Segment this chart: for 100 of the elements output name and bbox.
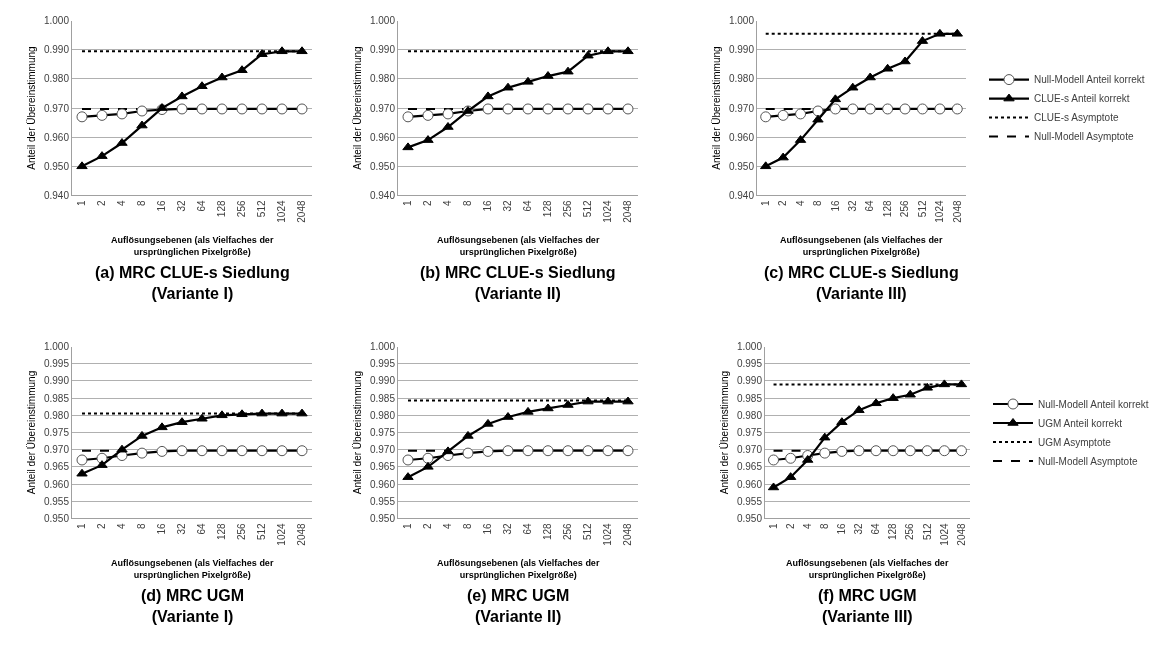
y-tick-label: 0.950 (43, 512, 70, 524)
point (482, 418, 494, 427)
x-axis-title: Auflösungsebenen (als Vielfaches der ursprünglichen Pixelgröße) (786, 558, 949, 580)
point (136, 120, 148, 129)
point (934, 28, 946, 37)
x-tick-label: 2048 (951, 200, 963, 223)
y-tick-label: 0.980 (43, 73, 70, 85)
y-tick-label: 0.980 (43, 409, 70, 421)
y-tick-label: 0.965 (369, 461, 396, 473)
x-tick-label: 8 (462, 200, 474, 207)
y-tick-label: 1.000 (369, 15, 396, 27)
x-tick-label: 128 (216, 200, 228, 218)
x-tick-label: 128 (881, 200, 893, 218)
x-axis-title: Auflösungsebenen (als Vielfaches der ursprünglichen Pixelgröße) (437, 235, 600, 257)
y-tick-label: 0.950 (369, 512, 396, 524)
y-tick-label: 0.960 (369, 131, 396, 143)
x-tick-label: 1 (767, 522, 779, 529)
x-tick-label: 1024 (276, 200, 288, 223)
x-tick-label: 1024 (276, 522, 288, 546)
y-tick-label: 0.960 (728, 131, 755, 143)
point (502, 82, 514, 91)
y-tick-label: 0.980 (369, 409, 396, 421)
point (196, 413, 208, 422)
point (870, 398, 882, 407)
y-tick-label: 0.980 (369, 73, 396, 85)
point (522, 406, 534, 415)
x-tick-label: 256 (562, 522, 574, 541)
x-tick-label: 64 (196, 200, 208, 212)
x-tick-label: 256 (899, 200, 911, 218)
point (216, 72, 228, 81)
y-tick-label: 0.955 (43, 495, 70, 507)
y-tick-label: 0.965 (43, 461, 70, 473)
y-tick-label: 0.990 (736, 375, 763, 387)
point (76, 161, 88, 170)
x-tick-label: 128 (216, 522, 228, 541)
x-tick-label: 1 (402, 200, 414, 207)
y-tick-label: 0.960 (369, 478, 396, 490)
text: (d) MRC UGM (Variante I) (141, 587, 245, 625)
x-tick-label: 4 (794, 200, 806, 207)
y-tick-label: 0.940 (728, 189, 755, 201)
x-tick-label: 32 (502, 200, 514, 212)
y-tick-label: 0.970 (728, 102, 755, 114)
x-tick-label: 1 (76, 522, 88, 529)
point (847, 82, 859, 91)
point (216, 410, 228, 419)
x-tick-label: 512 (921, 522, 933, 541)
y-tick-label: 0.990 (728, 44, 755, 56)
point (812, 114, 824, 123)
x-tick-label: 256 (562, 200, 574, 218)
y-axis-title: Anteil der Übereinstimmung (25, 370, 37, 495)
x-tick-label: 512 (916, 200, 928, 218)
x-tick-label: 4 (801, 522, 813, 529)
point (582, 396, 594, 405)
x-tick-label: 1 (759, 200, 771, 207)
y-tick-label: 1.000 (728, 15, 755, 27)
point (76, 468, 88, 477)
x-tick-label: 64 (522, 200, 534, 212)
y-tick-label: 0.970 (43, 102, 70, 114)
x-tick-label: 2048 (296, 200, 308, 223)
x-axis-title: Auflösungsebenen (als Vielfaches der ursprünglichen Pixelgröße) (111, 235, 274, 257)
point (562, 66, 574, 75)
y-tick-label: 0.985 (736, 392, 763, 404)
text: (f) MRC UGM (Variante III) (818, 587, 917, 625)
point (256, 408, 268, 417)
x-tick-label: 2048 (622, 522, 634, 546)
point (402, 142, 414, 151)
x-tick-label: 2 (777, 200, 789, 207)
x-tick-label: 2 (422, 522, 434, 529)
text: (c) MRC CLUE-s Siedlung (Variante III) (764, 264, 959, 302)
point (442, 446, 454, 455)
y-tick-label: 0.985 (369, 392, 396, 404)
point (899, 56, 911, 65)
x-tick-label: 32 (176, 200, 188, 212)
x-tick-label: 128 (542, 200, 554, 218)
legend-label: Null-Modell Anteil korrekt (1038, 398, 1149, 410)
legend-label: CLUE-s Asymptote (1034, 112, 1119, 124)
x-tick-label: 32 (502, 522, 514, 535)
x-tick-label: 128 (887, 522, 899, 541)
y-axis-title: Anteil der Übereinstimmung (710, 46, 722, 170)
point (116, 444, 128, 453)
point (921, 382, 933, 391)
x-tick-label: 2 (422, 200, 434, 207)
x-tick-label: 2 (96, 200, 108, 207)
x-tick-label: 64 (870, 522, 882, 535)
x-tick-label: 32 (853, 522, 865, 535)
y-tick-label: 1.000 (736, 341, 763, 353)
text: (a) MRC CLUE-s Siedlung (Variante I) (95, 264, 290, 302)
x-tick-label: 2048 (955, 522, 967, 546)
y-axis-title: Anteil der Übereinstimmung (718, 370, 730, 495)
point (236, 409, 248, 418)
x-tick-label: 16 (156, 200, 168, 212)
point (156, 422, 168, 431)
y-tick-label: 0.950 (369, 160, 396, 172)
y-tick-label: 0.975 (43, 427, 70, 438)
x-tick-label: 1 (76, 200, 88, 207)
y-tick-label: 0.990 (43, 375, 70, 387)
x-tick-label: 512 (256, 522, 268, 541)
y-tick-label: 0.995 (736, 358, 763, 370)
point (462, 430, 474, 439)
y-tick-label: 0.955 (369, 495, 396, 507)
